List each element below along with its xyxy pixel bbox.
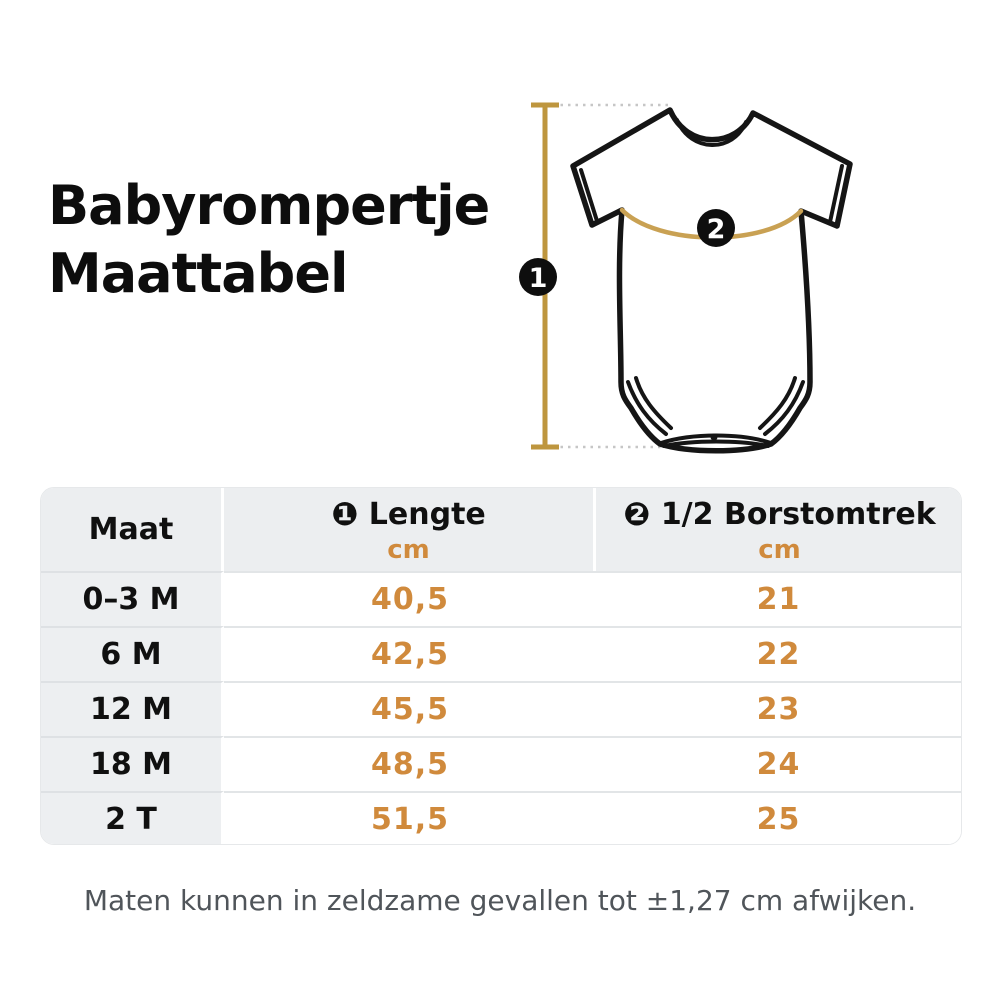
chest-marker-icon: ❷ [623, 494, 651, 533]
lengte-value: 48,5 [224, 736, 596, 791]
header-cell-borstomtrek: ❷ 1/2 Borstomtrek cm [596, 488, 961, 571]
lengte-value: 40,5 [224, 571, 596, 626]
maat-column-header: Maat [88, 512, 174, 547]
length-badge: 1 [519, 258, 557, 296]
lengte-value: 42,5 [224, 626, 596, 681]
borstomtrek-value: 24 [596, 736, 961, 791]
header-cell-lengte: ❶ Lengte cm [224, 488, 596, 571]
lengte-value: 45,5 [224, 681, 596, 736]
left-cuff-line [579, 168, 599, 223]
right-cuff-line [828, 164, 844, 224]
header-cell-maat: Maat [41, 488, 224, 571]
collar-inner-line [675, 118, 748, 147]
borstomtrek-column-header: ❷ 1/2 Borstomtrek [623, 495, 935, 533]
borstomtrek-unit: cm [758, 534, 801, 565]
size-label: 6 M [41, 626, 224, 681]
borstomtrek-value: 23 [596, 681, 961, 736]
page-title: Babyrompertje Maattabel [48, 172, 490, 308]
length-marker-icon: ❶ [331, 494, 359, 533]
leg-hem-lines [626, 376, 805, 436]
borstomtrek-value: 25 [596, 791, 961, 844]
lengte-value: 51,5 [224, 791, 596, 844]
borstomtrek-label: 1/2 Borstomtrek [660, 496, 936, 532]
onesie-outline [570, 107, 853, 454]
onesie-diagram: 1 2 [500, 80, 900, 470]
lengte-label: Lengte [368, 496, 486, 532]
size-label: 12 M [41, 681, 224, 736]
lengte-unit: cm [387, 534, 430, 565]
chest-badge-number: 2 [707, 214, 726, 245]
lengte-column-header: ❶ Lengte [331, 495, 486, 533]
borstomtrek-value: 22 [596, 626, 961, 681]
chest-badge: 2 [697, 209, 735, 247]
borstomtrek-value: 21 [596, 571, 961, 626]
snap-dot [710, 433, 718, 441]
page-title-line1: Babyrompertje [48, 174, 490, 237]
length-badge-number: 1 [529, 263, 548, 294]
page-title-line2: Maattabel [48, 242, 348, 306]
size-label: 0–3 M [41, 571, 224, 626]
size-label: 2 T [41, 791, 224, 844]
disclaimer-note: Maten kunnen in zeldzame gevallen tot ±1… [83, 884, 917, 917]
onesie-diagram-svg: 1 2 [519, 102, 853, 454]
size-table: Maat ❶ Lengte cm ❷ 1/2 Borstomtrek cm 0–… [40, 487, 962, 845]
size-label: 18 M [41, 736, 224, 791]
